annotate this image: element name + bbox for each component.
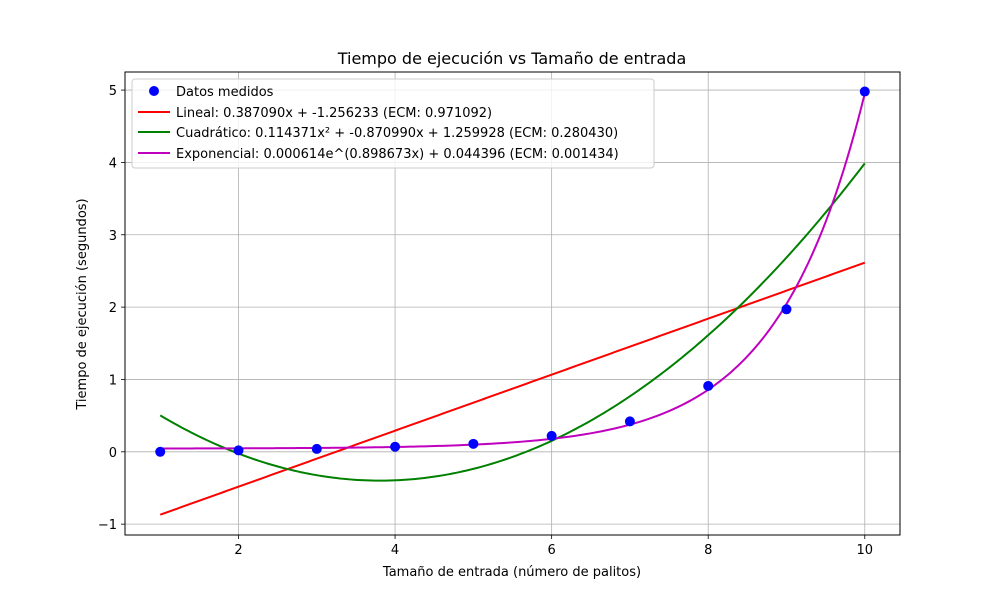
- measured-point: [390, 441, 401, 452]
- legend-label-linear: Lineal: 0.387090x + -1.256233 (ECM: 0.97…: [176, 106, 492, 121]
- legend: Datos medidos Lineal: 0.387090x + -1.256…: [131, 78, 655, 169]
- measured-point: [624, 416, 635, 427]
- fit-line-quadratic: [159, 162, 866, 482]
- plot-frame: [124, 71, 901, 536]
- tick-layer: 2 4 6 8 10 −1 0 1 2 3 4 5: [98, 84, 873, 558]
- legend-label-exponential: Exponencial: 0.000614e^(0.898673x) + 0.0…: [176, 147, 619, 162]
- measured-point: [781, 304, 792, 315]
- series-layer: [155, 86, 870, 516]
- fit-line-linear: [159, 261, 866, 516]
- measured-point: [468, 438, 479, 449]
- y-axis-label: Tiempo de ejecución (segundos): [75, 198, 90, 410]
- y-tick-label: 1: [109, 373, 117, 388]
- legend-marker-measured: [149, 86, 159, 96]
- measured-point: [311, 443, 322, 454]
- y-tick-label: −1: [98, 518, 117, 533]
- x-tick-label: 6: [548, 543, 556, 558]
- legend-label-measured: Datos medidos: [176, 85, 274, 100]
- measured-point: [703, 380, 714, 391]
- chart-title: Tiempo de ejecución vs Tamaño de entrada: [337, 49, 687, 68]
- measured-point: [233, 445, 244, 456]
- y-tick-label: 0: [109, 446, 117, 461]
- y-tick-label: 2: [109, 301, 117, 316]
- fit-line-exponential: [160, 93, 866, 450]
- x-tick-label: 8: [704, 543, 712, 558]
- measured-point: [859, 86, 870, 97]
- y-tick-label: 4: [109, 156, 117, 171]
- x-tick-label: 2: [234, 543, 242, 558]
- y-tick-label: 5: [109, 84, 117, 99]
- measured-point: [155, 446, 166, 457]
- legend-label-quadratic: Cuadrático: 0.114371x² + -0.870990x + 1.…: [176, 126, 618, 141]
- measured-point: [546, 430, 557, 441]
- x-tick-label: 4: [391, 543, 399, 558]
- x-axis-label: Tamaño de entrada (número de palitos): [382, 565, 641, 580]
- legend-box: [131, 78, 655, 169]
- x-tick-label: 10: [856, 543, 873, 558]
- y-tick-label: 3: [109, 229, 117, 244]
